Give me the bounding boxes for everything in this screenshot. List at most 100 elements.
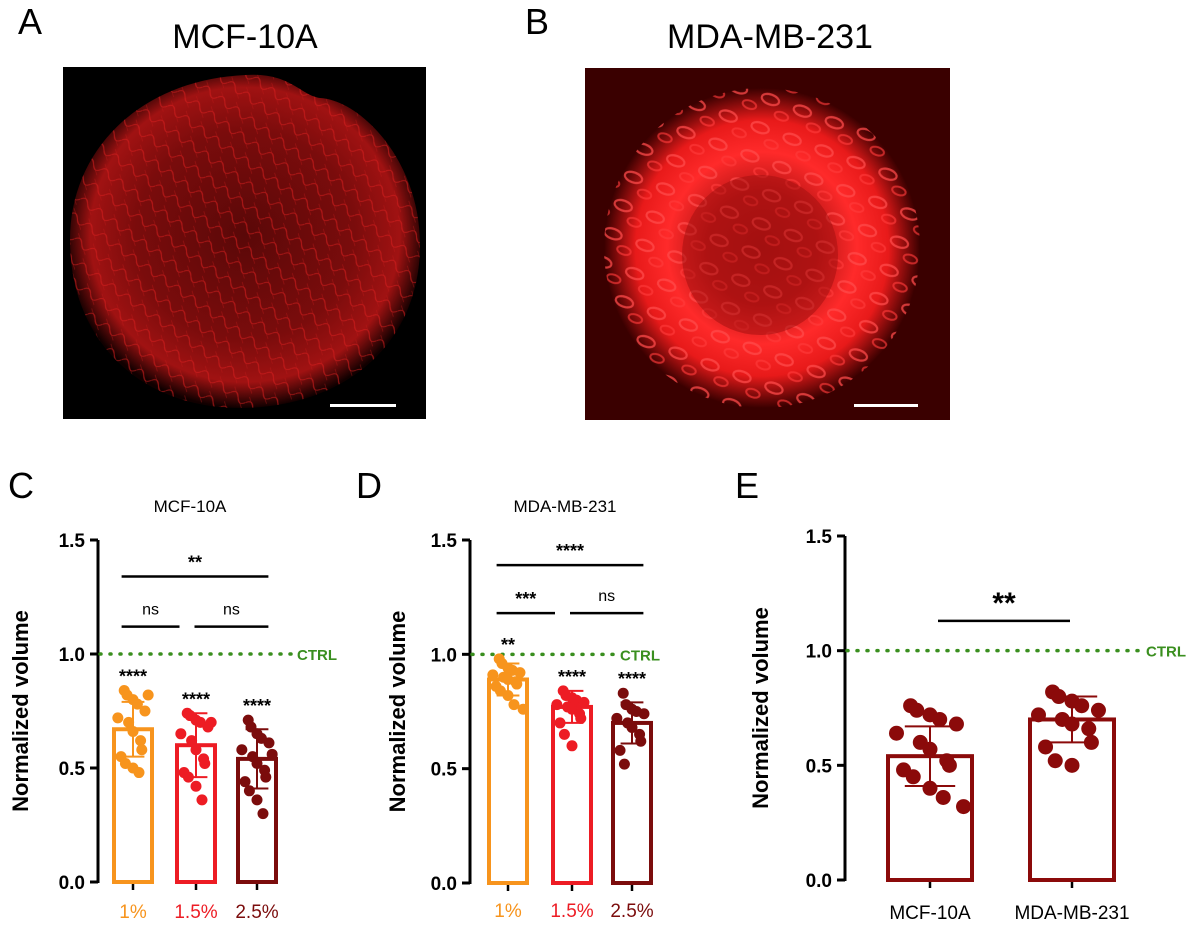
category-label: 2.5% [235, 902, 278, 923]
ctrl-label: CTRL [1146, 644, 1186, 661]
data-point [618, 758, 630, 770]
chart-title: MCF-10A [154, 497, 227, 516]
micrograph-mdamb231 [585, 68, 950, 420]
significance-label: ** [501, 635, 515, 655]
bracket-label: ns [598, 588, 615, 605]
data-point [948, 716, 964, 732]
scale-bar-b [854, 404, 918, 407]
y-tick-label: 0.5 [59, 759, 86, 780]
data-point [190, 780, 202, 792]
ctrl-label: CTRL [620, 647, 660, 664]
data-point [517, 703, 529, 715]
panel-b-title: MDA-MB-231 [667, 18, 873, 56]
bar [551, 704, 593, 886]
chart-c: MCF-10A 0.0 0.5 1.0 1.5 Normalized volume CTRL… [8, 497, 337, 923]
data-point [239, 776, 251, 788]
data-point [199, 757, 211, 769]
data-point [266, 748, 278, 760]
chart-title: MDA-MB-231 [514, 497, 617, 516]
panel-a-title: MCF-10A [172, 18, 318, 56]
data-point [909, 702, 925, 718]
data-point [205, 716, 217, 728]
data-point [123, 716, 135, 728]
data-point [1047, 753, 1063, 769]
y-tick-label: 0.5 [431, 760, 458, 781]
ctrl-label: CTRL [297, 647, 337, 664]
data-point [956, 799, 972, 815]
chart-e: 0.0 0.5 1.0 1.5 Normalized volume CTRL MCF-10A… [748, 527, 1186, 924]
y-tick-label: 1.5 [431, 531, 458, 552]
data-point [251, 794, 263, 806]
data-point [142, 689, 154, 701]
data-point [175, 728, 187, 740]
data-point [922, 780, 938, 796]
y-axis-label: Normalized volume [385, 611, 410, 813]
category-label: 1% [119, 902, 147, 923]
category-label: 1% [494, 901, 522, 922]
scale-bar-a [330, 404, 396, 407]
data-point [935, 789, 951, 805]
panel-b: B MDA-MB-231 [525, 1, 950, 420]
data-point [1074, 698, 1090, 714]
data-point [566, 740, 578, 752]
significance-label: **** [618, 669, 646, 689]
chart-d: MDA-MB-231 0.0 0.5 1.0 1.5 Normalized volume C… [385, 497, 660, 922]
bracket-label: ns [223, 602, 240, 619]
category-label: 1.5% [174, 902, 217, 923]
data-point [638, 708, 650, 720]
category-label: MDA-MB-231 [1014, 903, 1129, 924]
data-point [578, 696, 590, 708]
data-point [888, 725, 904, 741]
data-point [1064, 757, 1080, 773]
data-point [139, 705, 151, 717]
data-point [514, 667, 526, 679]
panel-letter-c: C [8, 465, 34, 506]
data-point [487, 669, 499, 681]
y-tick-label: 1.0 [806, 642, 832, 663]
data-point [614, 744, 626, 756]
category-label: 2.5% [610, 901, 653, 922]
y-tick-label: 0.0 [431, 874, 457, 895]
panel-letter-e: E [735, 465, 759, 506]
data-point [133, 767, 145, 779]
panel-letter-b: B [525, 1, 549, 42]
significance-label: **** [243, 696, 271, 716]
data-point [1090, 702, 1106, 718]
significance-label: **** [558, 667, 586, 687]
data-point [508, 699, 520, 711]
bracket-label: ** [992, 587, 1016, 620]
bracket-label: *** [515, 589, 536, 609]
category-label: 1.5% [550, 901, 593, 922]
panel-letter-a: A [18, 1, 42, 42]
data-point [551, 699, 563, 711]
micrograph-mcf10a [63, 67, 426, 419]
y-tick-label: 1.0 [431, 645, 457, 666]
category-label: MCF-10A [889, 903, 971, 924]
data-point [196, 794, 208, 806]
data-point [575, 712, 587, 724]
data-point [905, 769, 921, 785]
data-point [257, 808, 269, 820]
data-point [243, 785, 255, 797]
y-tick-label: 0.0 [59, 873, 85, 894]
panel-a: A MCF-10A [18, 1, 426, 419]
y-tick-label: 0.0 [806, 871, 832, 892]
bracket-label: **** [556, 541, 584, 561]
data-point [112, 712, 124, 724]
data-point [136, 744, 148, 756]
data-point [558, 728, 570, 740]
data-point [554, 717, 566, 729]
data-point [511, 678, 523, 690]
data-point [260, 771, 272, 783]
data-point [611, 712, 623, 724]
y-tick-label: 0.5 [806, 756, 833, 777]
data-point [135, 735, 147, 747]
significance-label: **** [182, 689, 210, 709]
data-point [617, 687, 629, 699]
data-point [635, 735, 647, 747]
bracket-label: ns [142, 602, 159, 619]
data-point [932, 711, 948, 727]
significance-label: **** [119, 666, 147, 686]
y-axis-label: Normalized volume [748, 607, 773, 809]
